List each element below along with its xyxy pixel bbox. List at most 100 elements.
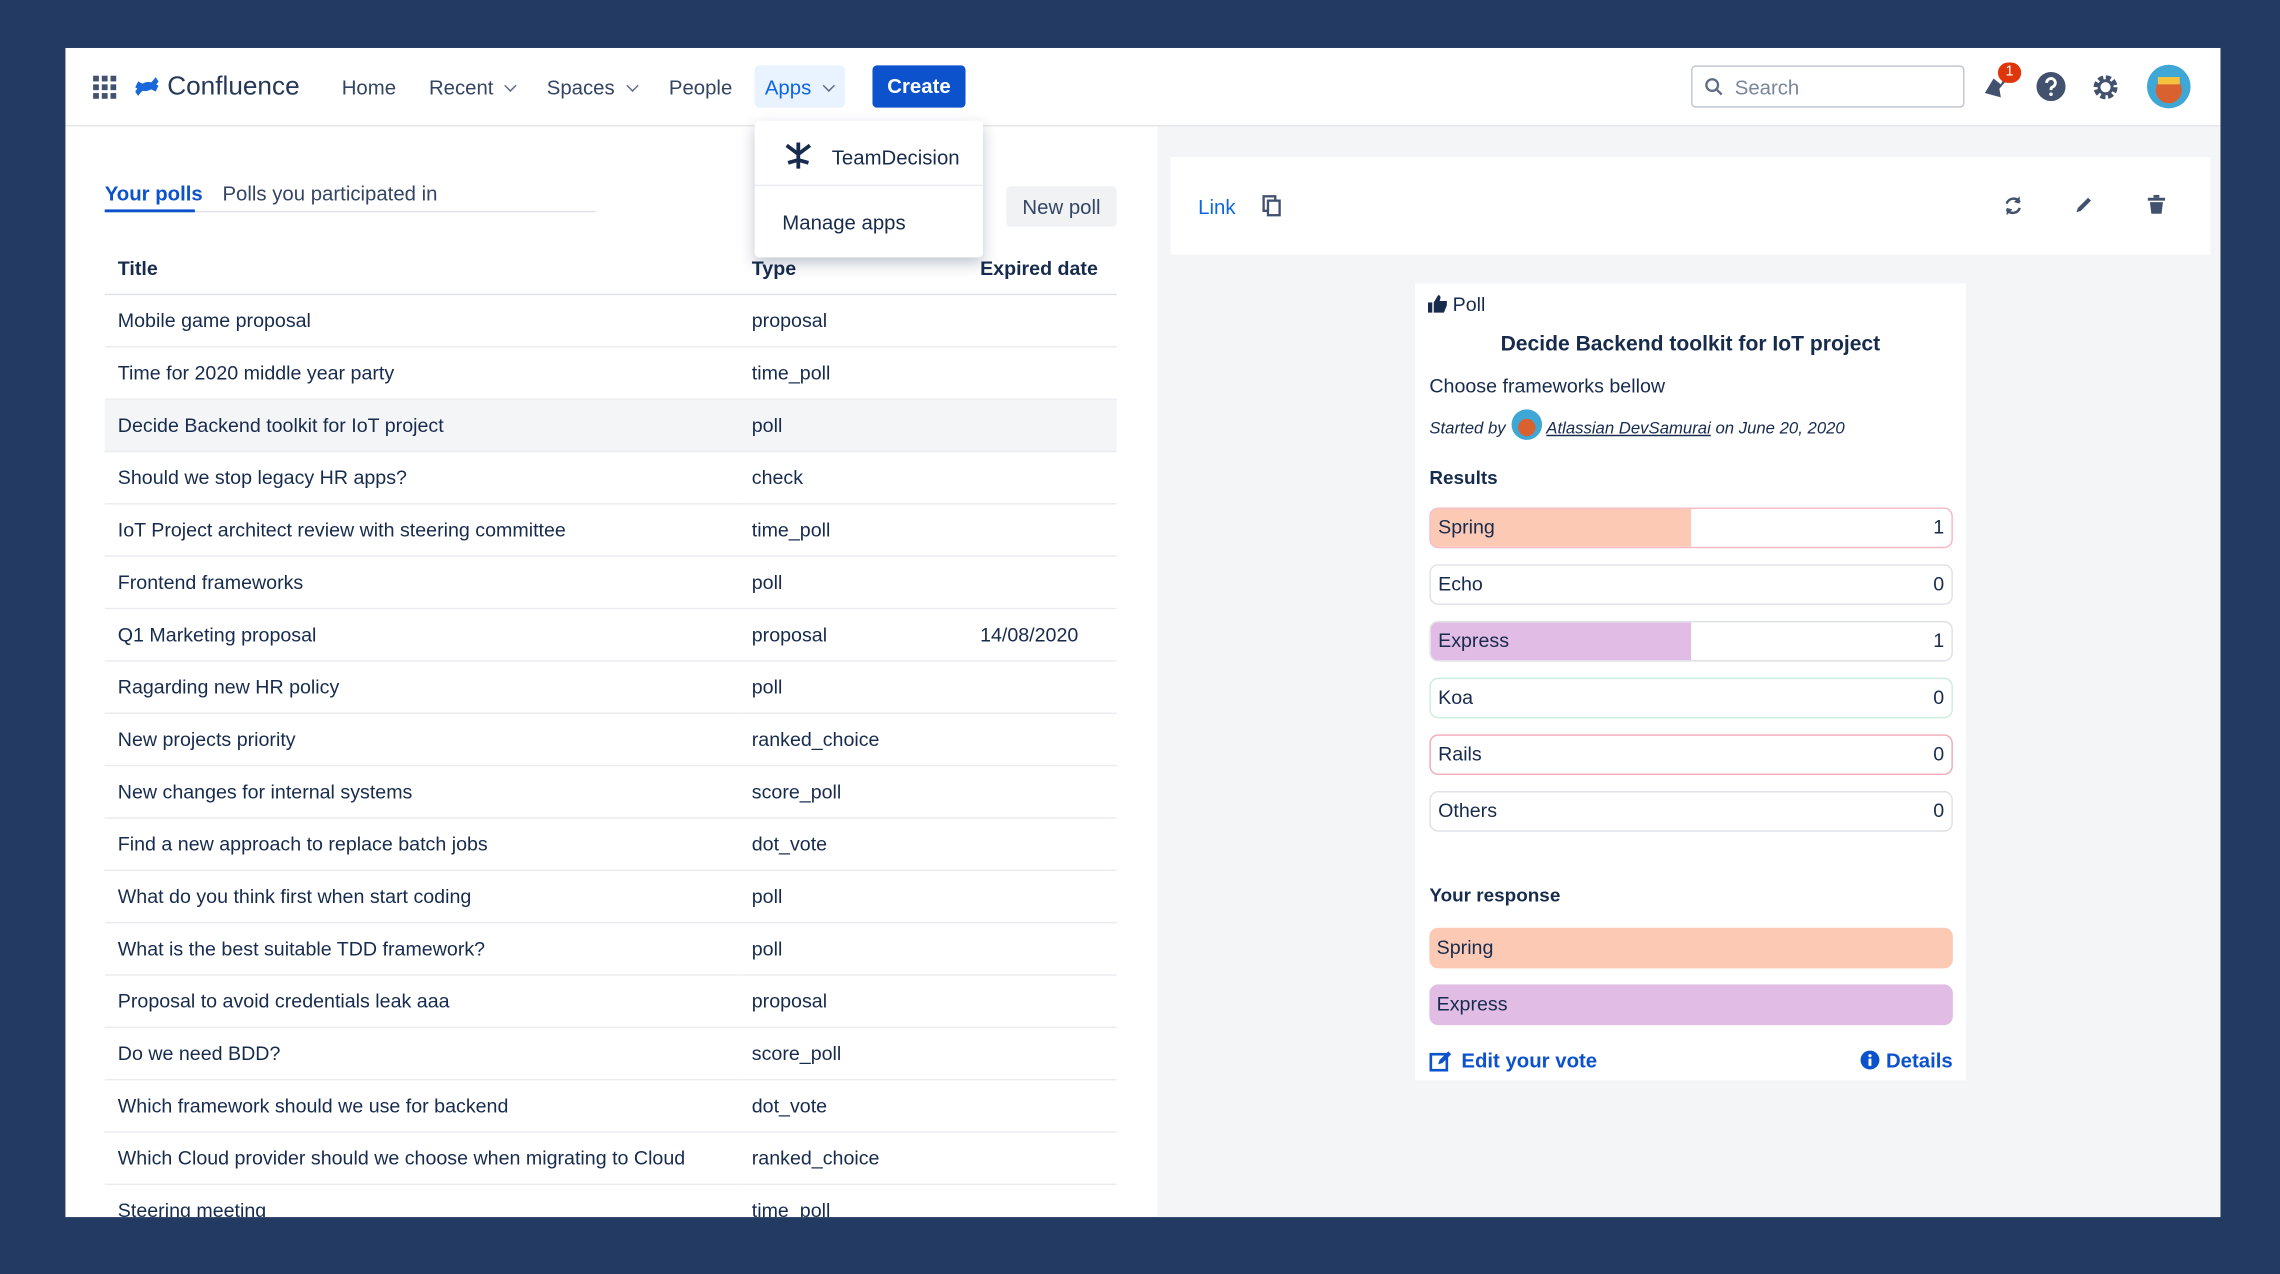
top-nav: Confluence Home Recent Spaces People Apps Cr…	[65, 47, 2221, 127]
response-label: Your response	[1429, 884, 1561, 906]
response: Express	[1429, 984, 1953, 1026]
table-cell	[966, 974, 1117, 1029]
table-row[interactable]: Do we need BDD? score_poll	[104, 1027, 1117, 1081]
table-cell: poll	[738, 399, 967, 453]
user-avatar[interactable]	[2146, 64, 2191, 109]
menu-item[interactable]: TeamDecision	[831, 145, 960, 169]
copy-icon[interactable]	[1262, 195, 1281, 217]
table-cell: score_poll	[738, 765, 967, 819]
result-name: Koa	[1438, 686, 1474, 709]
table-cell	[966, 922, 1117, 976]
table-row[interactable]: What do you think first when start codin…	[104, 870, 1117, 924]
table-row[interactable]: Which framework should we use for backen…	[104, 1079, 1117, 1133]
new-poll-button[interactable]: New poll	[1006, 186, 1117, 227]
table-cell	[966, 817, 1117, 872]
menu-divider	[754, 184, 983, 187]
tab[interactable]: Your polls	[104, 181, 203, 206]
menu-item[interactable]: Manage apps	[782, 210, 906, 235]
table-cell: time_poll	[738, 346, 967, 400]
polls-table: Title Type Expired date Mobile game proposa…	[104, 242, 1117, 1218]
app-switcher[interactable]	[93, 75, 117, 99]
table-cell: dot_vote	[738, 817, 967, 872]
result-bar	[1430, 508, 1692, 547]
table-cell: What is the best suitable TDD framework?	[104, 922, 739, 976]
nav-item[interactable]: Spaces	[547, 76, 639, 99]
nav-item[interactable]: Home	[342, 76, 396, 99]
table-row[interactable]: Find a new approach to replace batch job…	[104, 817, 1117, 872]
result-option: Echo 0	[1429, 564, 1953, 605]
poll-card: Poll Decide Backend toolkit for IoT proj…	[1414, 283, 1966, 1081]
poll-date: on June 20, 2020	[1715, 420, 1845, 438]
table-cell	[966, 294, 1117, 348]
table-cell: Ragarding new HR policy	[104, 660, 739, 714]
table-cell: 14/08/2020	[966, 608, 1117, 662]
table-row[interactable]: Q1 Marketing proposal proposal 14/08/2020	[104, 608, 1117, 662]
table-row[interactable]: Decide Backend toolkit for IoT project po…	[104, 399, 1117, 453]
table-cell: What do you think first when start codin…	[104, 870, 739, 924]
table-row[interactable]: Should we stop legacy HR apps? check	[104, 451, 1117, 505]
search-box[interactable]: Search	[1691, 65, 1965, 108]
link-button[interactable]: Link	[1198, 194, 1236, 219]
help-icon[interactable]	[2036, 71, 2067, 102]
result-count: 1	[1933, 516, 1945, 539]
table-cell	[966, 1027, 1117, 1081]
table-row[interactable]: What is the best suitable TDD framework?…	[104, 922, 1117, 976]
table-cell: Which framework should we use for backen…	[104, 1079, 739, 1133]
result-count: 0	[1933, 743, 1945, 765]
chevron	[504, 79, 518, 92]
table-row[interactable]: Time for 2020 middle year party time_poll	[104, 346, 1117, 400]
table-row[interactable]: Frontend frameworks poll	[104, 556, 1117, 610]
notification-badge: 1	[1997, 62, 2022, 83]
result-name: Spring	[1438, 516, 1495, 539]
details[interactable]: Details	[1885, 1048, 1953, 1072]
table-row[interactable]: New changes for internal systems score_po…	[104, 765, 1117, 819]
started-by: Started by	[1429, 420, 1506, 438]
refresh-icon[interactable]	[2002, 195, 2024, 217]
settings-icon[interactable]	[2091, 73, 2120, 102]
table-cell	[966, 1079, 1117, 1133]
table-cell	[966, 451, 1117, 505]
table-row[interactable]: Which Cloud provider should we choose wh…	[104, 1132, 1117, 1186]
chevron	[625, 79, 639, 92]
edit-icon[interactable]	[2074, 195, 2094, 215]
tab[interactable]: Polls you participated in	[222, 181, 438, 206]
nav-item[interactable]: People	[669, 76, 732, 99]
result-bar	[1430, 622, 1692, 661]
edit-vote[interactable]: Edit your vote	[1461, 1048, 1598, 1072]
brand[interactable]: Confluence	[167, 71, 300, 101]
result-option: Rails 0	[1429, 734, 1953, 776]
logo-icon	[135, 77, 159, 96]
poll-icon	[1427, 295, 1447, 313]
poll-kind: Poll	[1452, 293, 1486, 316]
notifications[interactable]	[1980, 71, 2012, 103]
result-option: Koa 0	[1429, 677, 1953, 719]
table-cell	[966, 870, 1117, 924]
result-name: Echo	[1438, 572, 1483, 595]
column-header: Expired date	[966, 242, 1117, 296]
table-row[interactable]: New projects priority ranked_choice	[104, 713, 1117, 767]
table-cell: Time for 2020 middle year party	[104, 346, 739, 400]
nav-item[interactable]: Apps	[765, 76, 835, 99]
table-cell	[966, 1132, 1117, 1186]
window: Confluence Home Recent Spaces People Apps Cr…	[65, 47, 2221, 1218]
delete-icon[interactable]	[2147, 194, 2166, 215]
table-cell: Steering meeting	[104, 1184, 739, 1218]
nav-item[interactable]: Recent	[429, 76, 518, 99]
table-row[interactable]: Mobile game proposal proposal	[104, 294, 1117, 348]
table-row[interactable]: Ragarding new HR policy poll	[104, 660, 1117, 714]
table-cell	[966, 1184, 1117, 1218]
table-row[interactable]: Proposal to avoid credentials leak aaa pr…	[104, 974, 1117, 1029]
create-button[interactable]: Create	[872, 65, 966, 108]
results-label: Results	[1429, 466, 1498, 489]
result-name: Rails	[1438, 743, 1482, 765]
table-cell: ranked_choice	[738, 1132, 967, 1186]
author[interactable]: Atlassian DevSamurai	[1546, 420, 1711, 438]
table-cell: Decide Backend toolkit for IoT project	[104, 399, 739, 453]
table-header: Title Type Expired date	[104, 242, 1117, 296]
table-row[interactable]: IoT Project architect review with steeri…	[104, 503, 1117, 557]
table-cell: poll	[738, 870, 967, 924]
detail-panel: Link Poll Decide Backend toolkit for IoT…	[1157, 126, 2221, 1218]
table-cell	[966, 503, 1117, 557]
search-placeholder: Search	[1734, 75, 1800, 99]
table-row[interactable]: Steering meeting time_poll	[104, 1184, 1117, 1218]
